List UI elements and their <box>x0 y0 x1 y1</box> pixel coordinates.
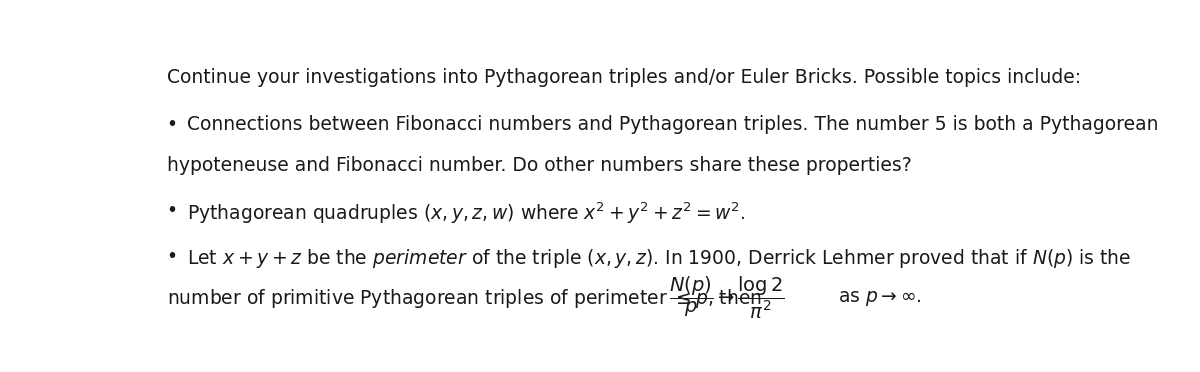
Text: $\dfrac{N(p)}{p} \rightarrow \dfrac{\log 2}{\pi^2}$: $\dfrac{N(p)}{p} \rightarrow \dfrac{\log… <box>668 275 785 321</box>
Text: Pythagorean quadruples $(x, y, z, w)$ where $x^2 + y^2 + z^2 = w^2$.: Pythagorean quadruples $(x, y, z, w)$ wh… <box>187 201 745 226</box>
Text: •: • <box>167 115 178 134</box>
Text: •: • <box>167 247 178 266</box>
Text: Continue your investigations into Pythagorean triples and/or Euler Bricks. Possi: Continue your investigations into Pythag… <box>167 68 1081 87</box>
Text: Connections between Fibonacci numbers and Pythagorean triples. The number 5 is b: Connections between Fibonacci numbers an… <box>187 115 1159 134</box>
Text: as $p \rightarrow \infty$.: as $p \rightarrow \infty$. <box>839 289 922 308</box>
Text: Let $x + y + z$ be the $\mathit{perimeter}$ of the triple $(x, y, z)$. In 1900, : Let $x + y + z$ be the $\mathit{perimete… <box>187 247 1132 270</box>
Text: number of primitive Pythagorean triples of perimeter $\leq p$, then: number of primitive Pythagorean triples … <box>167 287 762 310</box>
Text: •: • <box>167 201 178 220</box>
Text: hypoteneuse and Fibonacci number. Do other numbers share these properties?: hypoteneuse and Fibonacci number. Do oth… <box>167 156 912 175</box>
